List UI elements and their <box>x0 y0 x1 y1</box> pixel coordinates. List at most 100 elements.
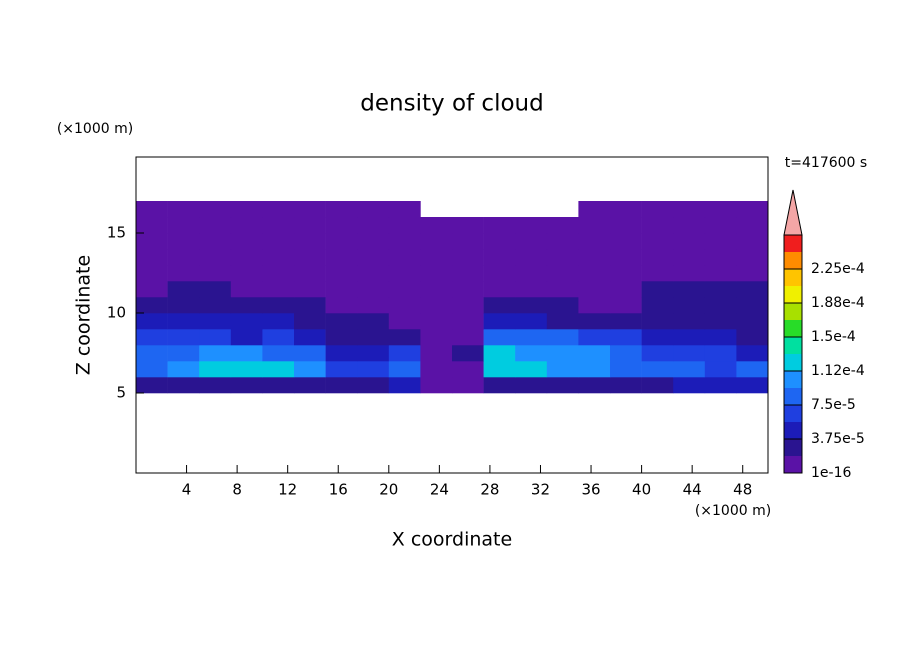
density-cell <box>452 297 484 314</box>
density-cell <box>294 313 326 330</box>
density-cell <box>357 313 390 330</box>
density-cell <box>420 265 453 282</box>
x-tick-label: 16 <box>329 481 348 499</box>
density-cell <box>641 233 674 250</box>
density-cell <box>578 249 611 266</box>
colorbar-overflow <box>783 189 803 236</box>
density-cell <box>420 313 453 330</box>
density-cell <box>199 233 232 250</box>
density-cell <box>641 377 674 394</box>
density-cell <box>262 345 295 362</box>
density-cell <box>325 265 358 282</box>
density-cell <box>294 281 326 298</box>
density-cell <box>673 377 706 394</box>
density-cell <box>230 297 263 314</box>
density-cell <box>325 377 358 394</box>
density-cell <box>546 345 579 362</box>
density-cell <box>294 233 326 250</box>
density-cell <box>546 361 579 378</box>
density-cell <box>357 345 390 362</box>
density-cell <box>452 233 484 250</box>
density-cell <box>515 329 548 346</box>
density-cell <box>420 249 453 266</box>
density-cell <box>452 281 484 298</box>
density-cell <box>230 249 263 266</box>
colorbar-tick-label: 1.12e-4 <box>811 363 865 379</box>
colorbar-bin <box>784 354 802 371</box>
density-cell <box>294 265 326 282</box>
density-cell <box>483 249 516 266</box>
density-cell <box>673 201 706 218</box>
colorbar-bin <box>784 252 802 269</box>
density-cell <box>578 377 611 394</box>
density-cell <box>388 329 421 346</box>
density-cell <box>704 217 737 234</box>
density-cell <box>325 233 358 250</box>
colorbar-bin <box>784 269 802 286</box>
density-cell <box>262 249 295 266</box>
colorbar-bin <box>784 456 802 473</box>
density-cell <box>452 329 484 346</box>
density-cell <box>704 265 737 282</box>
x-tick-label: 24 <box>430 481 449 499</box>
density-cell <box>515 313 548 330</box>
density-cell <box>578 281 611 298</box>
density-cell <box>515 217 548 234</box>
colorbar-bin <box>784 405 802 422</box>
density-cell <box>199 217 232 234</box>
density-cell <box>673 297 706 314</box>
density-cell <box>357 329 390 346</box>
density-cell <box>230 201 263 218</box>
density-cell <box>136 361 168 378</box>
density-cell <box>136 377 168 394</box>
colorbar-bin <box>784 422 802 439</box>
density-cell <box>167 265 200 282</box>
density-cell <box>325 361 358 378</box>
density-cell <box>136 249 168 266</box>
x-unit: (×1000 m) <box>695 503 771 519</box>
density-cell <box>230 217 263 234</box>
density-cell <box>704 249 737 266</box>
density-cell <box>610 217 642 234</box>
density-cell <box>704 313 737 330</box>
density-cell <box>357 377 390 394</box>
density-cell <box>483 345 516 362</box>
density-cell <box>388 201 421 218</box>
x-tick-label: 40 <box>632 481 651 499</box>
density-cell <box>641 297 674 314</box>
density-cell <box>262 233 295 250</box>
density-cell <box>546 233 579 250</box>
density-cell <box>420 377 453 394</box>
density-cell <box>199 345 232 362</box>
density-cell <box>673 313 706 330</box>
colorbar-tick-label: 1.5e-4 <box>811 329 856 345</box>
density-cell <box>199 377 232 394</box>
density-cell <box>325 313 358 330</box>
density-cell <box>325 329 358 346</box>
density-cell <box>420 281 453 298</box>
density-cell <box>262 329 295 346</box>
chart-title: density of cloud <box>360 91 543 117</box>
density-cell <box>483 233 516 250</box>
density-cell <box>578 265 611 282</box>
density-cell <box>294 329 326 346</box>
density-cell <box>736 281 769 298</box>
density-cell <box>483 297 516 314</box>
density-cell <box>673 329 706 346</box>
density-cell <box>230 265 263 282</box>
density-cell <box>388 249 421 266</box>
density-cell <box>610 249 642 266</box>
density-cell <box>167 297 200 314</box>
density-cell <box>641 217 674 234</box>
density-cell <box>610 201 642 218</box>
density-cell <box>420 361 453 378</box>
density-cell <box>230 281 263 298</box>
density-cell <box>294 377 326 394</box>
density-cell <box>294 217 326 234</box>
y-tick-label: 5 <box>116 384 126 402</box>
density-cell <box>515 361 548 378</box>
density-cell <box>704 345 737 362</box>
y-axis-title: Z coordinate <box>73 255 95 375</box>
density-cell <box>546 281 579 298</box>
density-cell <box>388 297 421 314</box>
